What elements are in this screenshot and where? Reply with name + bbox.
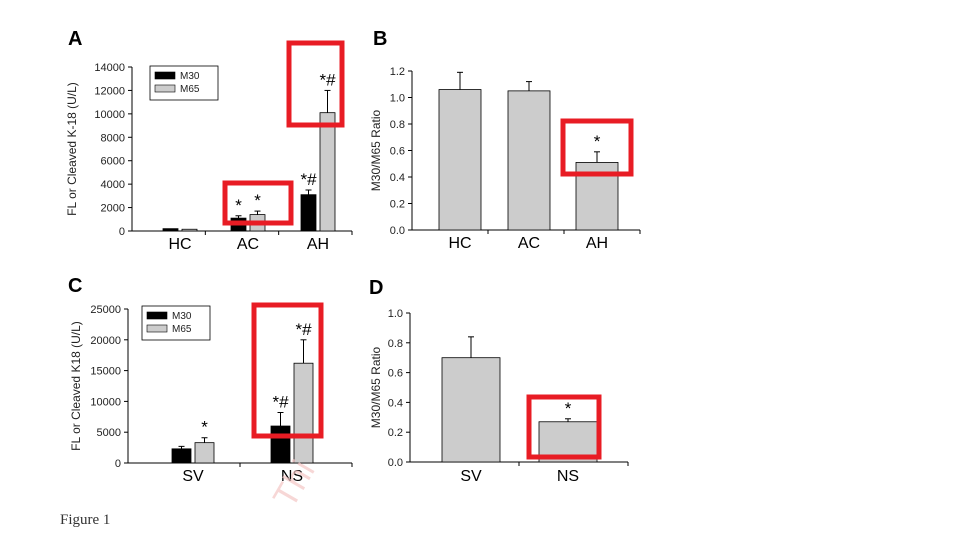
y-tick-label: 1.0 [390, 93, 405, 105]
panel-d: D 0.0 0.2 0.4 0.6 0.8 1.0 M30/M65 Ratio SV NS * [369, 277, 629, 485]
y-tick-label: 25000 [90, 304, 121, 316]
panel-a: A 0 2000 4000 6000 8000 10000 12000 14000 FL or C… [65, 28, 353, 253]
y-tick-label: 0.2 [388, 427, 403, 439]
y-tick-label: 6000 [101, 156, 125, 168]
significance-marker: * [565, 399, 572, 418]
significance-marker: * [594, 132, 601, 151]
x-tick-label: AC [237, 236, 259, 253]
y-tick-label: 0 [115, 458, 121, 470]
y-tick-label: 5000 [97, 427, 121, 439]
y-tick-label: 0.0 [390, 225, 405, 237]
legend-box [149, 65, 219, 101]
legend-swatch [146, 324, 168, 333]
significance-marker: * [235, 196, 242, 215]
legend-swatch [146, 311, 168, 320]
legend-swatch [154, 84, 176, 93]
y-tick-label: 14000 [94, 62, 125, 74]
x-tick-label: AH [586, 235, 608, 252]
y-axis-label: M30/M65 Ratio [369, 346, 383, 428]
significance-marker: * [201, 418, 208, 437]
x-tick-label: HC [168, 236, 191, 253]
legend-box [141, 305, 211, 341]
legend-entry: M30 [172, 311, 192, 322]
y-tick-label: 0.4 [390, 172, 405, 184]
bar [441, 357, 501, 463]
y-tick-label: 0 [119, 226, 125, 238]
highlight-box [222, 180, 294, 226]
highlight-box [251, 302, 324, 439]
panel-letter: B [373, 28, 387, 50]
figure-caption: Figure 1 [60, 512, 110, 528]
x-tick-label: AH [307, 236, 329, 253]
chart-panels: A 0 2000 4000 6000 8000 10000 12000 14000 FL or C… [65, 28, 641, 485]
significance-marker: *# [295, 320, 312, 339]
y-tick-label: 15000 [90, 366, 121, 378]
y-tick-label: 4000 [101, 179, 125, 191]
panel-b: B 0.0 0.2 0.4 0.6 0.8 1.0 1.2 M30/M65 Ratio HC AC A… [369, 28, 641, 252]
y-axis-label: FL or Cleaved K-18 (U/L) [65, 82, 79, 216]
x-tick-label: SV [182, 468, 204, 485]
y-tick-label: 20000 [90, 335, 121, 347]
y-tick-label: 0.8 [390, 119, 405, 131]
y-tick-label: 0.6 [388, 368, 403, 380]
significance-marker: *# [272, 392, 289, 411]
y-tick-label: 0.4 [388, 397, 403, 409]
y-axis-label: FL or Cleaved K18 (U/L) [69, 321, 83, 451]
x-tick-label: HC [448, 235, 471, 252]
panel-letter: D [369, 277, 383, 299]
y-tick-label: 0.6 [390, 146, 405, 158]
highlight-box [286, 40, 345, 128]
y-tick-label: 8000 [101, 132, 125, 144]
bar [293, 362, 314, 464]
x-tick-label: AC [518, 235, 540, 252]
y-axis-label: M30/M65 Ratio [369, 109, 383, 191]
x-tick-label: SV [460, 468, 482, 485]
y-tick-label: 0.8 [388, 338, 403, 350]
x-tick-label: NS [557, 468, 579, 485]
y-tick-label: 2000 [101, 203, 125, 215]
y-tick-label: 0.0 [388, 457, 403, 469]
legend-swatch [154, 71, 176, 80]
bar [171, 448, 192, 464]
legend-entry: M65 [180, 84, 200, 95]
x-tick-label: NS [281, 468, 303, 485]
bar [181, 228, 198, 232]
legend-entry: M65 [172, 324, 192, 335]
y-tick-label: 12000 [94, 85, 125, 97]
y-tick-label: 0.2 [390, 199, 405, 211]
bar [438, 89, 482, 231]
highlight-box [526, 394, 602, 460]
y-tick-label: 10000 [94, 109, 125, 121]
significance-marker: *# [319, 70, 336, 89]
bar [162, 228, 179, 232]
bar [300, 194, 317, 232]
significance-marker: *# [300, 170, 317, 189]
significance-marker: * [254, 191, 261, 210]
y-tick-label: 1.0 [388, 308, 403, 320]
highlight-box [560, 118, 634, 177]
bar [194, 442, 215, 464]
legend-entry: M30 [180, 71, 200, 82]
panel-letter: A [68, 28, 82, 50]
bar [507, 90, 551, 231]
panel-letter: C [68, 275, 82, 297]
y-tick-label: 1.2 [390, 66, 405, 78]
y-tick-label: 10000 [90, 396, 121, 408]
bar [319, 112, 336, 232]
